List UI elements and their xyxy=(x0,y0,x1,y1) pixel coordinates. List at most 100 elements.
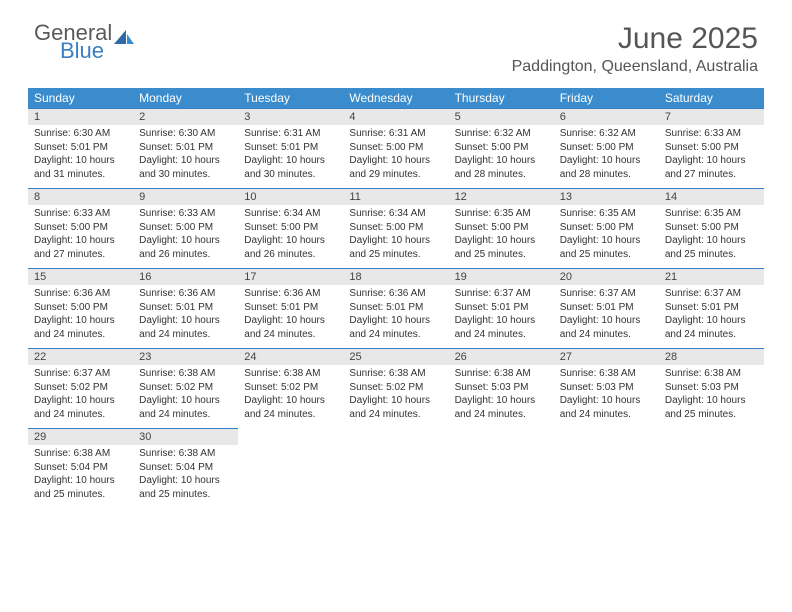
sunrise-line: Sunrise: 6:36 AM xyxy=(349,287,442,301)
daylight-line-2: and 24 minutes. xyxy=(244,328,337,342)
day-details: Sunrise: 6:31 AMSunset: 5:00 PMDaylight:… xyxy=(343,125,448,181)
day-number: 16 xyxy=(133,269,238,285)
day-number: 26 xyxy=(449,349,554,365)
daylight-line-1: Daylight: 10 hours xyxy=(244,314,337,328)
day-header-sunday: Sunday xyxy=(28,88,133,108)
daylight-line-2: and 30 minutes. xyxy=(139,168,232,182)
calendar-day: 1Sunrise: 6:30 AMSunset: 5:01 PMDaylight… xyxy=(28,108,133,188)
daylight-line-2: and 26 minutes. xyxy=(244,248,337,262)
day-number: 23 xyxy=(133,349,238,365)
calendar-day: 28Sunrise: 6:38 AMSunset: 5:03 PMDayligh… xyxy=(659,348,764,428)
sunrise-line: Sunrise: 6:33 AM xyxy=(34,207,127,221)
day-number: 22 xyxy=(28,349,133,365)
day-number: 20 xyxy=(554,269,659,285)
day-number: 7 xyxy=(659,109,764,125)
sunset-line: Sunset: 5:04 PM xyxy=(34,461,127,475)
daylight-line-1: Daylight: 10 hours xyxy=(455,314,548,328)
day-details: Sunrise: 6:34 AMSunset: 5:00 PMDaylight:… xyxy=(343,205,448,261)
sunset-line: Sunset: 5:00 PM xyxy=(455,221,548,235)
sunrise-line: Sunrise: 6:38 AM xyxy=(139,367,232,381)
sunrise-line: Sunrise: 6:36 AM xyxy=(244,287,337,301)
daylight-line-2: and 24 minutes. xyxy=(244,408,337,422)
calendar-day: 24Sunrise: 6:38 AMSunset: 5:02 PMDayligh… xyxy=(238,348,343,428)
day-number: 1 xyxy=(28,109,133,125)
sunrise-line: Sunrise: 6:38 AM xyxy=(560,367,653,381)
day-header-monday: Monday xyxy=(133,88,238,108)
sunset-line: Sunset: 5:00 PM xyxy=(34,221,127,235)
day-number: 4 xyxy=(343,109,448,125)
sunrise-line: Sunrise: 6:37 AM xyxy=(34,367,127,381)
daylight-line-1: Daylight: 10 hours xyxy=(34,474,127,488)
day-number: 6 xyxy=(554,109,659,125)
daylight-line-2: and 31 minutes. xyxy=(34,168,127,182)
day-number: 10 xyxy=(238,189,343,205)
calendar-day: 14Sunrise: 6:35 AMSunset: 5:00 PMDayligh… xyxy=(659,188,764,268)
day-details: Sunrise: 6:32 AMSunset: 5:00 PMDaylight:… xyxy=(554,125,659,181)
day-details: Sunrise: 6:37 AMSunset: 5:01 PMDaylight:… xyxy=(449,285,554,341)
day-details: Sunrise: 6:36 AMSunset: 5:01 PMDaylight:… xyxy=(238,285,343,341)
daylight-line-1: Daylight: 10 hours xyxy=(34,234,127,248)
daylight-line-2: and 28 minutes. xyxy=(560,168,653,182)
sunrise-line: Sunrise: 6:38 AM xyxy=(139,447,232,461)
day-number: 11 xyxy=(343,189,448,205)
calendar-day: 7 Sunrise: 6:33 AMSunset: 5:00 PMDaylight… xyxy=(659,108,764,188)
sunset-line: Sunset: 5:00 PM xyxy=(139,221,232,235)
sunrise-line: Sunrise: 6:35 AM xyxy=(665,207,758,221)
day-header-wednesday: Wednesday xyxy=(343,88,448,108)
calendar-day: 23Sunrise: 6:38 AMSunset: 5:02 PMDayligh… xyxy=(133,348,238,428)
daylight-line-1: Daylight: 10 hours xyxy=(455,154,548,168)
sunset-line: Sunset: 5:02 PM xyxy=(349,381,442,395)
day-details: Sunrise: 6:33 AMSunset: 5:00 PMDaylight:… xyxy=(133,205,238,261)
daylight-line-1: Daylight: 10 hours xyxy=(139,314,232,328)
day-details: Sunrise: 6:38 AMSunset: 5:03 PMDaylight:… xyxy=(554,365,659,421)
daylight-line-2: and 24 minutes. xyxy=(139,328,232,342)
calendar-day: 27Sunrise: 6:38 AMSunset: 5:03 PMDayligh… xyxy=(554,348,659,428)
day-number: 19 xyxy=(449,269,554,285)
daylight-line-2: and 25 minutes. xyxy=(34,488,127,502)
calendar-day: 11Sunrise: 6:34 AMSunset: 5:00 PMDayligh… xyxy=(343,188,448,268)
daylight-line-1: Daylight: 10 hours xyxy=(349,394,442,408)
daylight-line-2: and 26 minutes. xyxy=(139,248,232,262)
day-details: Sunrise: 6:36 AMSunset: 5:01 PMDaylight:… xyxy=(343,285,448,341)
daylight-line-2: and 27 minutes. xyxy=(665,168,758,182)
sunset-line: Sunset: 5:00 PM xyxy=(244,221,337,235)
daylight-line-1: Daylight: 10 hours xyxy=(455,394,548,408)
day-details: Sunrise: 6:35 AMSunset: 5:00 PMDaylight:… xyxy=(554,205,659,261)
calendar-day: 8Sunrise: 6:33 AMSunset: 5:00 PMDaylight… xyxy=(28,188,133,268)
calendar-day: 18Sunrise: 6:36 AMSunset: 5:01 PMDayligh… xyxy=(343,268,448,348)
sunrise-line: Sunrise: 6:35 AM xyxy=(560,207,653,221)
daylight-line-1: Daylight: 10 hours xyxy=(34,314,127,328)
day-details: Sunrise: 6:38 AMSunset: 5:03 PMDaylight:… xyxy=(659,365,764,421)
sunset-line: Sunset: 5:02 PM xyxy=(139,381,232,395)
daylight-line-2: and 27 minutes. xyxy=(34,248,127,262)
calendar-day: 17Sunrise: 6:36 AMSunset: 5:01 PMDayligh… xyxy=(238,268,343,348)
sunset-line: Sunset: 5:00 PM xyxy=(34,301,127,315)
sunset-line: Sunset: 5:00 PM xyxy=(665,141,758,155)
sunset-line: Sunset: 5:02 PM xyxy=(34,381,127,395)
header: GeneralBlue June 2025 Paddington, Queens… xyxy=(0,0,792,76)
calendar-day: 30Sunrise: 6:38 AMSunset: 5:04 PMDayligh… xyxy=(133,428,238,508)
daylight-line-2: and 24 minutes. xyxy=(34,408,127,422)
sunset-line: Sunset: 5:01 PM xyxy=(665,301,758,315)
calendar-day: 10Sunrise: 6:34 AMSunset: 5:00 PMDayligh… xyxy=(238,188,343,268)
day-header-thursday: Thursday xyxy=(449,88,554,108)
daylight-line-1: Daylight: 10 hours xyxy=(665,154,758,168)
daylight-line-1: Daylight: 10 hours xyxy=(34,154,127,168)
sunrise-line: Sunrise: 6:34 AM xyxy=(349,207,442,221)
sunset-line: Sunset: 5:01 PM xyxy=(455,301,548,315)
sunset-line: Sunset: 5:00 PM xyxy=(560,221,653,235)
daylight-line-2: and 30 minutes. xyxy=(244,168,337,182)
daylight-line-1: Daylight: 10 hours xyxy=(244,154,337,168)
day-number: 3 xyxy=(238,109,343,125)
sunrise-line: Sunrise: 6:33 AM xyxy=(665,127,758,141)
calendar-day: 25Sunrise: 6:38 AMSunset: 5:02 PMDayligh… xyxy=(343,348,448,428)
day-number: 18 xyxy=(343,269,448,285)
sunset-line: Sunset: 5:00 PM xyxy=(349,141,442,155)
day-header-friday: Friday xyxy=(554,88,659,108)
day-details: Sunrise: 6:38 AMSunset: 5:02 PMDaylight:… xyxy=(238,365,343,421)
day-details: Sunrise: 6:35 AMSunset: 5:00 PMDaylight:… xyxy=(659,205,764,261)
day-details: Sunrise: 6:30 AMSunset: 5:01 PMDaylight:… xyxy=(28,125,133,181)
title-block: June 2025 Paddington, Queensland, Austra… xyxy=(512,22,758,76)
calendar-day: 15Sunrise: 6:36 AMSunset: 5:00 PMDayligh… xyxy=(28,268,133,348)
day-details: Sunrise: 6:34 AMSunset: 5:00 PMDaylight:… xyxy=(238,205,343,261)
